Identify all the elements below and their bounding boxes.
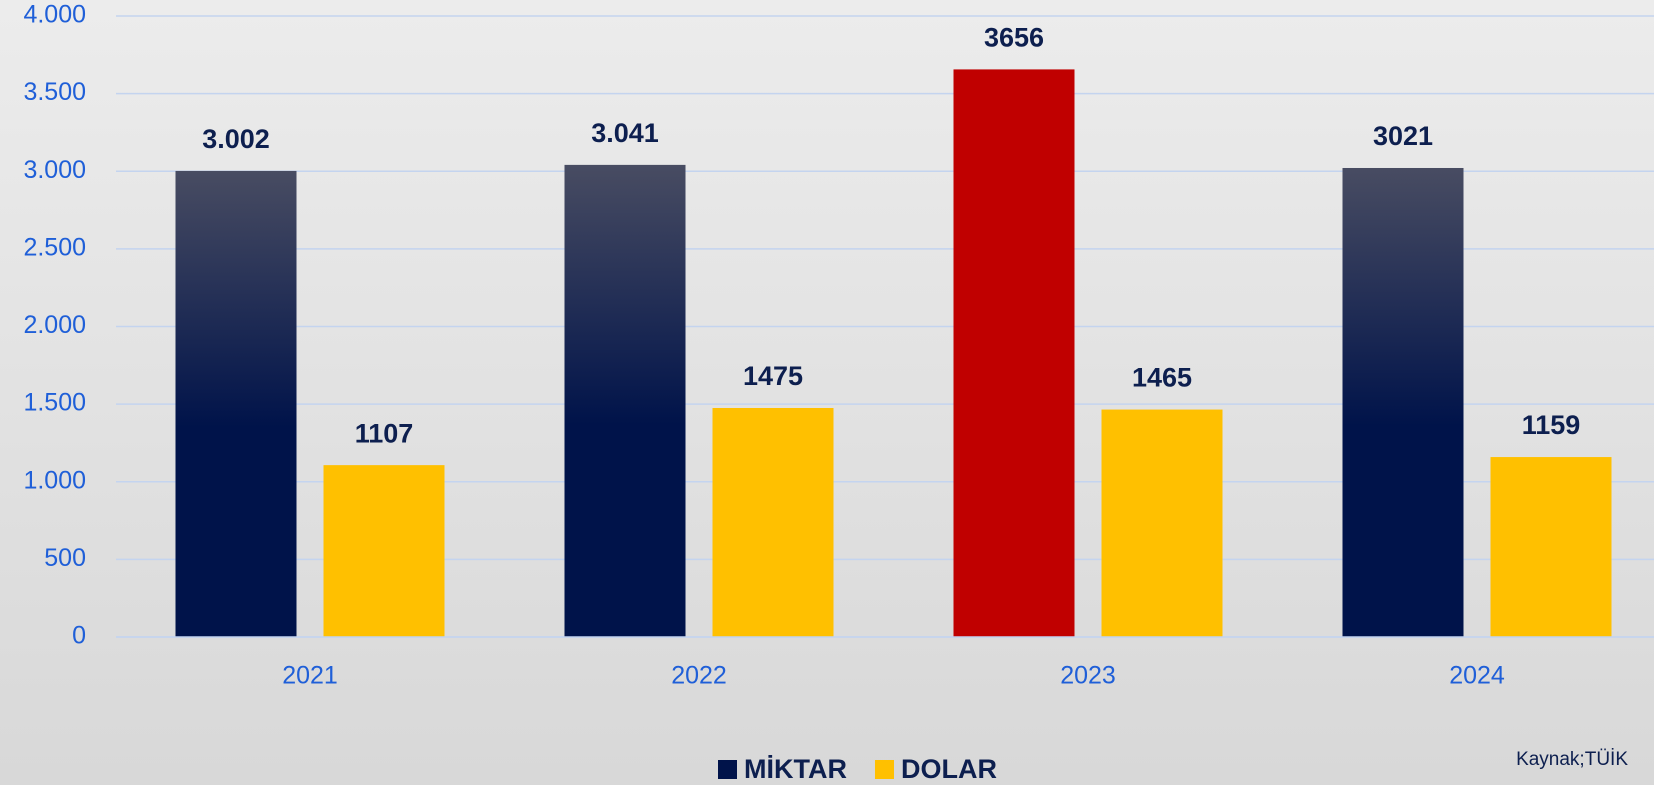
bar: [1342, 167, 1464, 637]
bar: [1490, 457, 1612, 637]
legend-label: MİKTAR: [744, 754, 847, 784]
value-label: 3.002: [202, 124, 270, 154]
y-tick-label: 2.000: [23, 311, 86, 339]
y-tick-label: 0: [72, 622, 86, 650]
y-tick-label: 2.500: [23, 233, 86, 261]
bar: [953, 69, 1075, 637]
value-label: 1159: [1522, 410, 1581, 440]
source-note: Kaynak;TÜİK: [1516, 749, 1628, 770]
bar: [323, 465, 445, 637]
y-tick-label: 1.500: [23, 389, 86, 417]
bar: [712, 408, 834, 637]
value-label: 3021: [1373, 121, 1433, 151]
legend-swatch: [718, 760, 737, 779]
y-tick-label: 3.500: [23, 78, 86, 106]
y-tick-label: 500: [44, 544, 86, 572]
value-label: 1107: [355, 418, 414, 448]
x-tick-label: 2023: [1060, 662, 1116, 690]
y-tick-label: 4.000: [23, 1, 86, 29]
value-label: 3656: [984, 23, 1044, 53]
value-label: 3.041: [591, 118, 659, 148]
x-tick-label: 2024: [1449, 662, 1505, 690]
x-tick-label: 2022: [671, 662, 727, 690]
bar: [564, 164, 686, 637]
bar: [1101, 409, 1223, 637]
legend-label: DOLAR: [901, 754, 997, 784]
value-label: 1465: [1132, 363, 1192, 393]
y-tick-label: 3.000: [23, 156, 86, 184]
y-tick-label: 1.000: [23, 466, 86, 494]
legend-swatch: [874, 760, 894, 779]
bar: [175, 170, 297, 637]
value-label: 1475: [743, 361, 803, 391]
x-tick-label: 2021: [282, 662, 338, 690]
